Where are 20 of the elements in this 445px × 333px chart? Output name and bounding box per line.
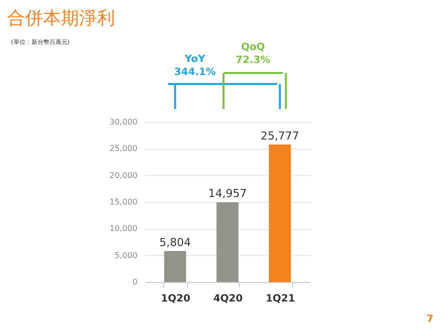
- bar: [268, 144, 291, 282]
- x-tick-label: 1Q21: [266, 294, 296, 304]
- y-tick-label: 20,000: [110, 170, 138, 180]
- y-tick-label: 25,000: [110, 144, 138, 154]
- bar: [216, 202, 238, 282]
- x-tick-label: 4Q20: [213, 294, 243, 304]
- bar: [164, 251, 186, 282]
- chart-title: 合併本期淨利: [7, 8, 115, 29]
- text: YoY 344.1%: [174, 54, 216, 78]
- data-label: 25,777: [260, 130, 300, 143]
- y-tick-label: 10,000: [110, 224, 138, 234]
- x-tick-label: 1Q20: [160, 294, 190, 304]
- y-tick-label: 0: [132, 278, 138, 286]
- y-tick-label: 5,000: [114, 250, 138, 260]
- y-tick-label: 15,000: [110, 198, 138, 206]
- text: 7: [426, 314, 434, 325]
- y-tick-label: 30,000: [110, 118, 138, 126]
- data-label: 5,804: [159, 236, 191, 250]
- text: QoQ 72.3%: [236, 42, 270, 66]
- data-label: 14,957: [208, 187, 247, 200]
